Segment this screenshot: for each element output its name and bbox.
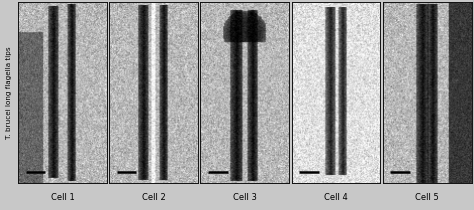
Text: Cell 1: Cell 1 [51,193,74,202]
Text: Cell 4: Cell 4 [324,193,348,202]
Text: T. brucei long flagella tips: T. brucei long flagella tips [6,46,11,139]
Text: Cell 5: Cell 5 [415,193,439,202]
Text: Cell 3: Cell 3 [233,193,257,202]
Text: Cell 2: Cell 2 [142,193,165,202]
